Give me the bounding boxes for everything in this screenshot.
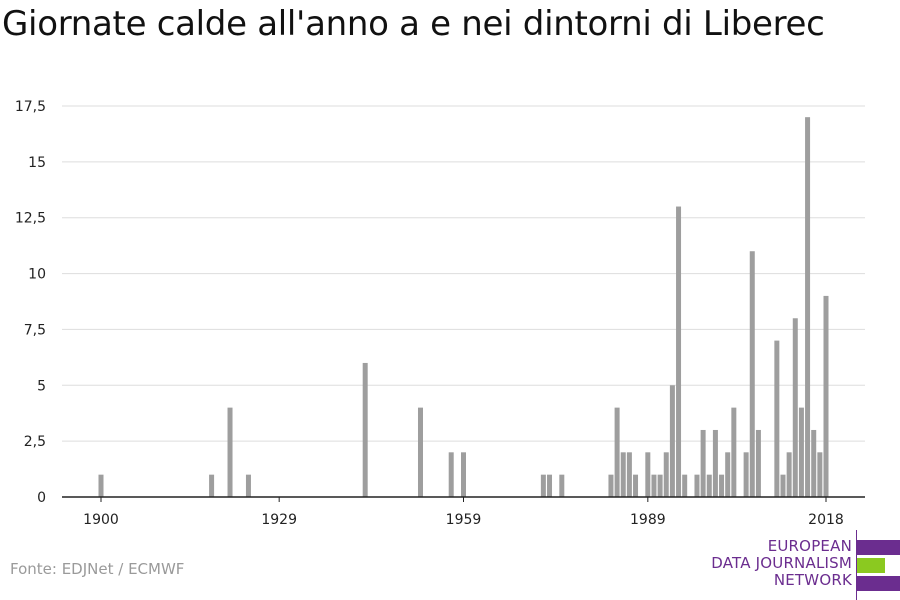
bar: [676, 206, 682, 498]
bar: [657, 474, 663, 497]
bar: [645, 452, 651, 497]
bar: [743, 452, 749, 497]
bar: [774, 340, 780, 497]
bar: [209, 474, 215, 497]
logo-text: EUROPEAN DATA JOURNALISM NETWORK: [711, 538, 852, 589]
y-tick-label: 10: [28, 267, 46, 283]
logo-separator: [856, 530, 857, 600]
bar: [669, 385, 675, 497]
bar: [725, 452, 731, 497]
bar: [731, 407, 737, 497]
bar: [694, 474, 700, 497]
x-tick-label: 1989: [630, 512, 666, 528]
bar: [706, 474, 712, 497]
bar: [663, 452, 669, 497]
bar: [798, 407, 804, 497]
y-tick-label: 17,5: [15, 99, 46, 115]
bar: [749, 251, 755, 497]
logo-bar-purple: [857, 576, 900, 591]
edjnet-logo: EUROPEAN DATA JOURNALISM NETWORK: [700, 530, 900, 600]
bar: [608, 474, 614, 497]
bar: [540, 474, 546, 497]
bar: [792, 318, 798, 497]
bar: [448, 452, 454, 497]
bar: [786, 452, 792, 497]
x-tick-label: 1959: [446, 512, 482, 528]
bar: [614, 407, 620, 497]
bar: [823, 295, 829, 497]
x-tick-label: 2018: [808, 512, 844, 528]
bar: [245, 474, 251, 497]
bar: [620, 452, 626, 497]
bar: [626, 452, 632, 497]
bar: [362, 362, 368, 497]
chart-title: Giornate calde all'anno a e nei dintorni…: [2, 4, 825, 44]
y-tick-label: 0: [37, 490, 46, 506]
x-tick-label: 1900: [83, 512, 119, 528]
bar: [719, 474, 725, 497]
logo-line: EUROPEAN: [767, 537, 852, 555]
logo-bar-purple: [857, 540, 900, 555]
bar: [811, 429, 817, 497]
bar: [227, 407, 233, 497]
bar: [98, 474, 104, 497]
y-tick-label: 12,5: [15, 211, 46, 227]
y-tick-label: 7,5: [24, 322, 46, 338]
bar: [461, 452, 466, 497]
bar: [682, 474, 688, 497]
bar: [547, 474, 553, 497]
bar: [805, 117, 811, 498]
bar: [417, 407, 423, 497]
source-credit: Fonte: EDJNet / ECMWF: [10, 560, 185, 578]
logo-line: DATA JOURNALISM: [711, 554, 852, 572]
bar: [559, 474, 565, 497]
y-tick-label: 15: [28, 155, 46, 171]
bar: [817, 452, 823, 497]
bar: [651, 474, 657, 497]
bar: [780, 474, 786, 497]
logo-bar-green: [857, 558, 885, 573]
bar: [700, 429, 706, 497]
y-tick-label: 5: [37, 378, 46, 394]
bar: [712, 429, 718, 497]
y-tick-label: 2,5: [24, 434, 46, 450]
x-tick-label: 1929: [261, 512, 297, 528]
bar: [633, 474, 639, 497]
bar: [755, 429, 761, 497]
logo-line: NETWORK: [773, 571, 852, 589]
